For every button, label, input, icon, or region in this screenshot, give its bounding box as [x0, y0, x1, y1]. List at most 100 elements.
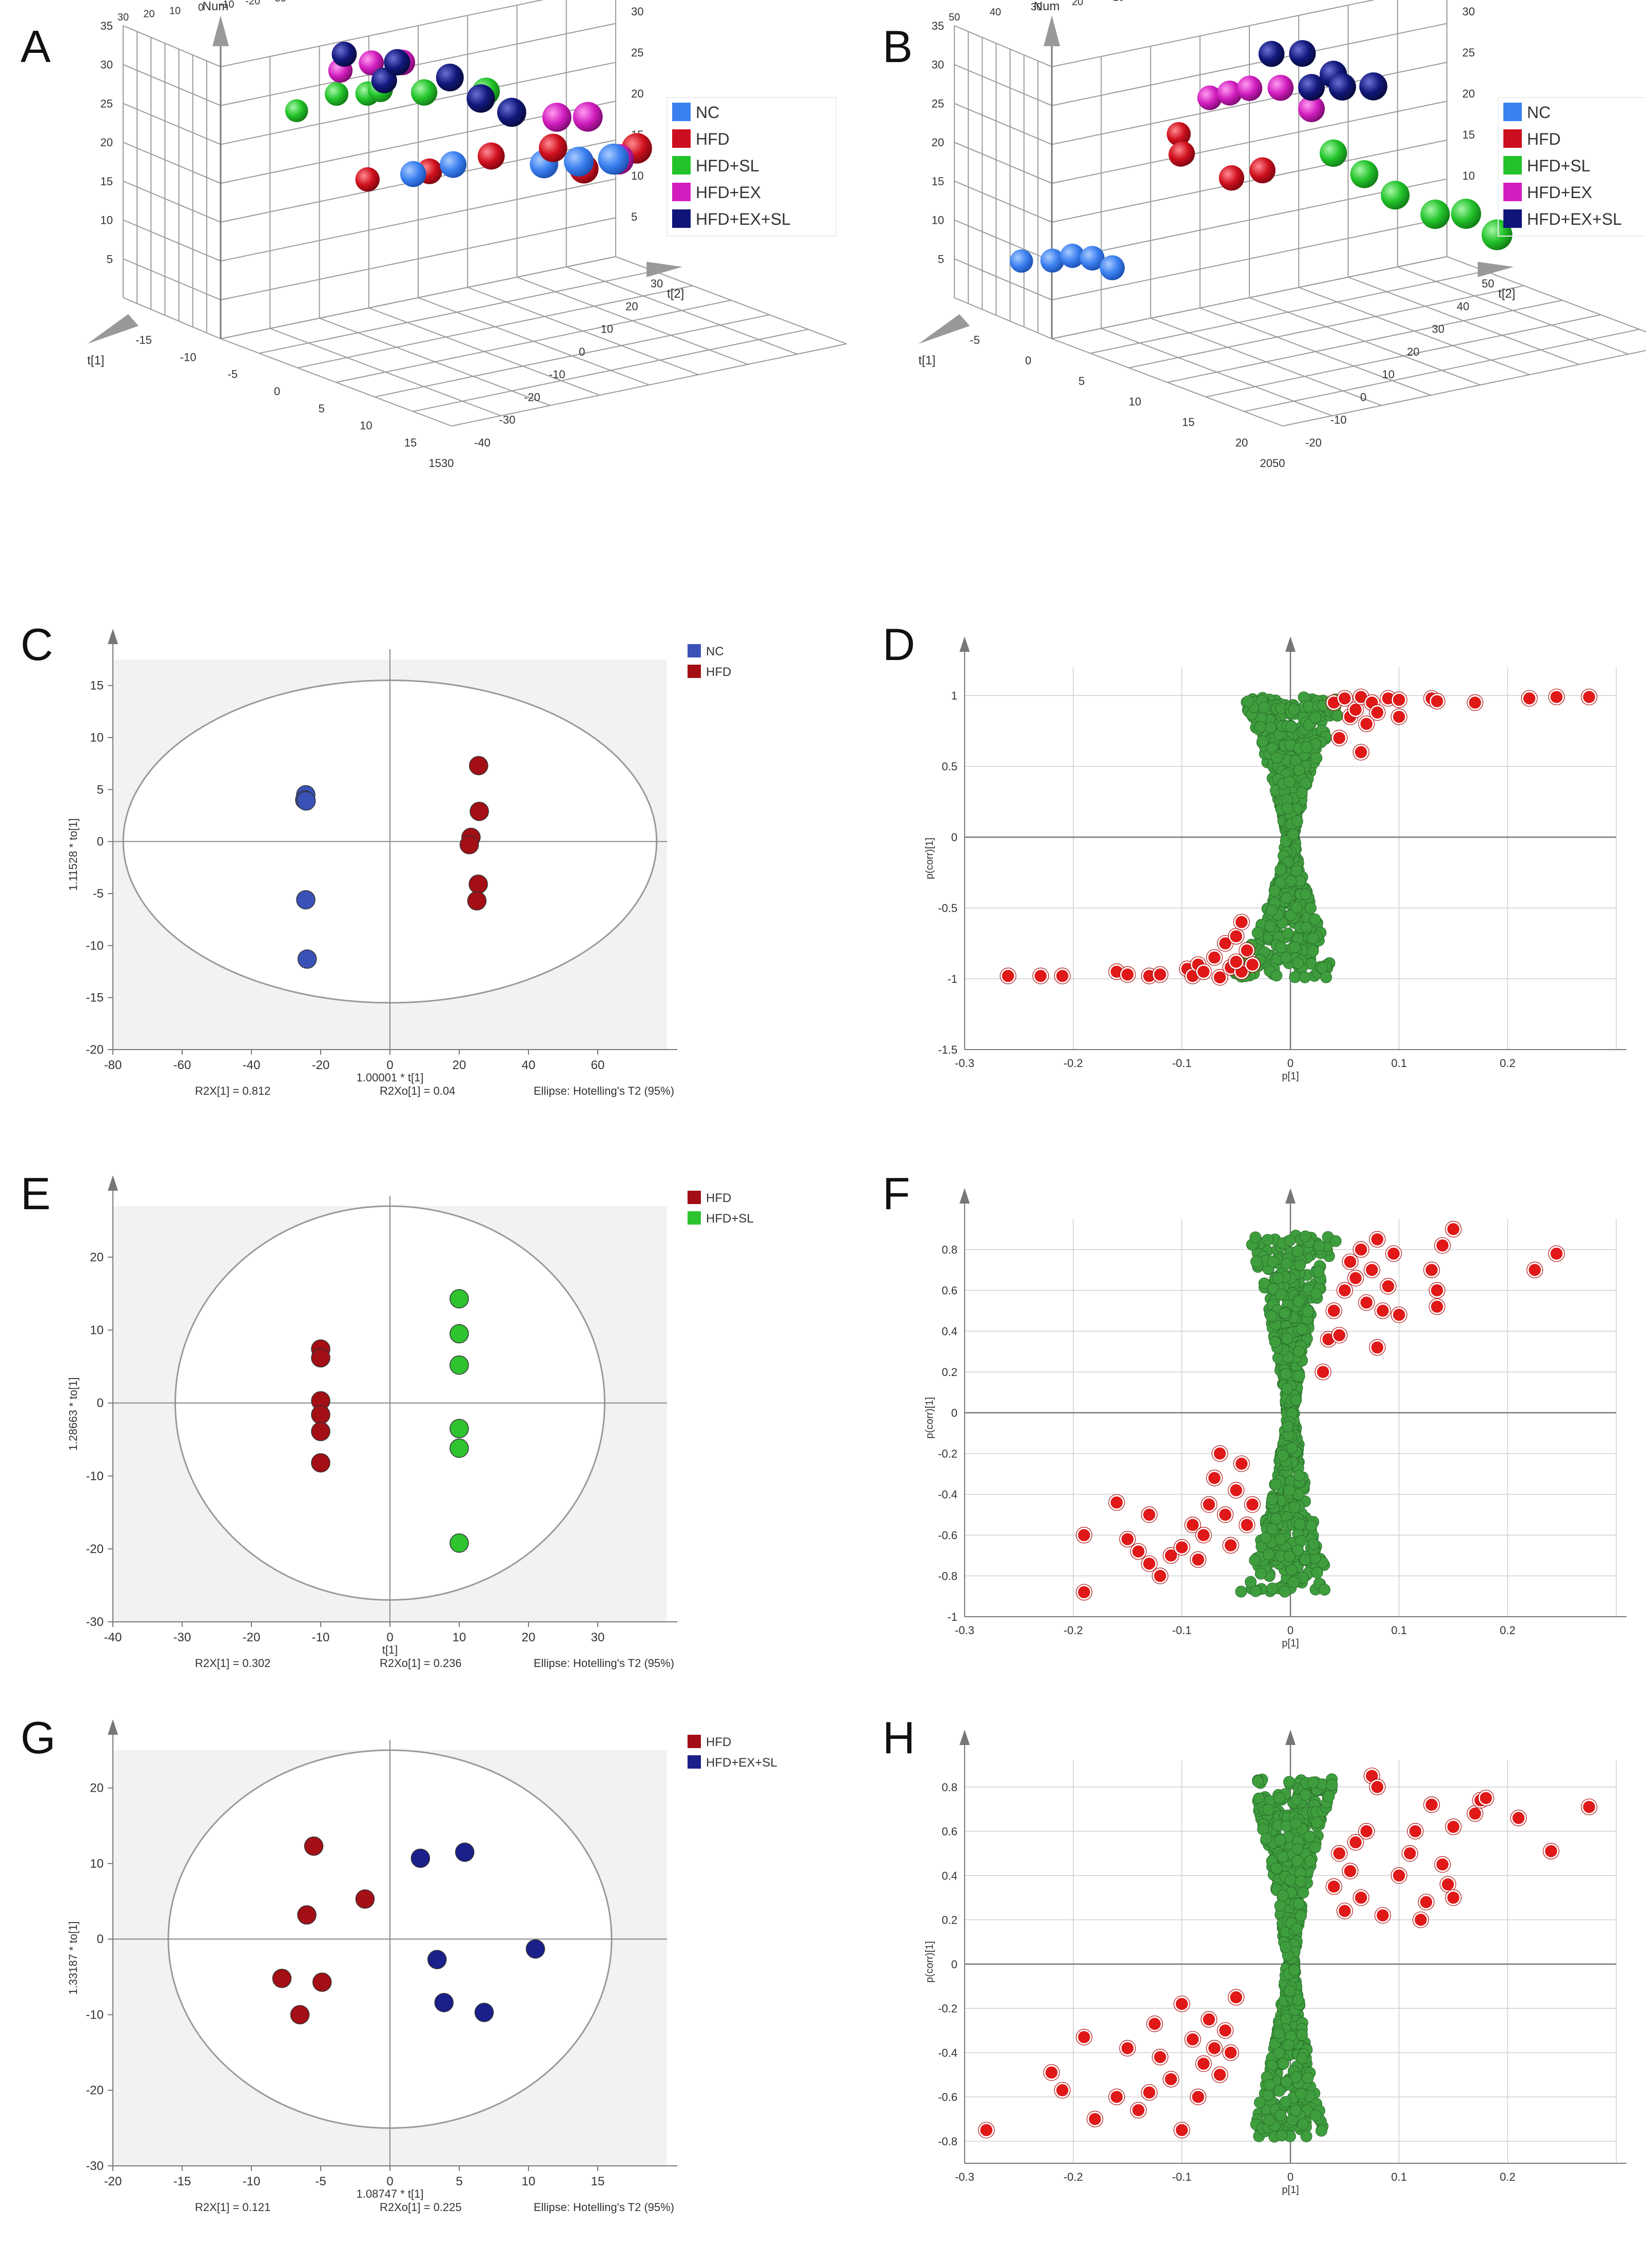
score-3d-point: [1010, 249, 1033, 273]
x-tick-label: -60: [173, 1058, 191, 1072]
r2x-label: R2X[1] = 0.812: [195, 1084, 270, 1097]
x-tick-label: -0.2: [1064, 1624, 1083, 1637]
score-point: [291, 2005, 309, 2024]
splot-point-nonsignificant: [1288, 1965, 1300, 1976]
splot-point-significant: [1153, 2050, 1167, 2064]
splot-point-nonsignificant: [1282, 1383, 1293, 1394]
score-3d-point: [564, 147, 594, 177]
y-axis-arrow: [108, 629, 118, 644]
vertical-tick-label: 15: [932, 175, 944, 188]
splot-point-significant: [1360, 717, 1373, 730]
right-tick-label: 5: [631, 210, 637, 223]
score-point: [450, 1439, 468, 1458]
grid-line: [123, 142, 221, 183]
score-point: [450, 1419, 468, 1438]
splot-point-significant: [1403, 1847, 1417, 1860]
bottom-left-tick-label: -5: [970, 334, 980, 346]
score-point: [450, 1356, 468, 1374]
bottom-right-tick-label: 10: [1382, 368, 1394, 381]
y-tick-label: 0.8: [942, 1781, 957, 1794]
splot-point-significant: [1132, 2103, 1145, 2117]
splot-point-significant: [1447, 1820, 1460, 1833]
splot-point-nonsignificant: [1291, 902, 1302, 913]
bottom-right-tick-label: 20: [625, 300, 638, 313]
figure-canvas: -20-15-10-5051015-80 -60 -40 -20 0 20 40 601.00…: [0, 0, 1646, 2268]
splot-point-nonsignificant: [1252, 1776, 1264, 1787]
right-tick-label: 25: [631, 46, 643, 59]
splot-point-significant: [1077, 1585, 1091, 1599]
right-tick-label: 30: [1462, 5, 1475, 18]
splot-point-nonsignificant: [1295, 1876, 1306, 1887]
x-tick-label: 0.2: [1500, 2170, 1516, 2183]
top-tick-label: -10: [220, 0, 234, 10]
splot-point-nonsignificant: [1320, 972, 1331, 983]
x-tick-label: -0.3: [955, 1624, 974, 1637]
horizontal-axis-arrow: [87, 314, 139, 344]
y-tick-label: -0.2: [938, 2002, 957, 2015]
score-point: [469, 875, 487, 894]
y-tick-label: -1: [947, 1611, 957, 1623]
score-3d-point: [1100, 255, 1125, 280]
legend-swatch: [1503, 156, 1522, 175]
splot-point-nonsignificant: [1330, 1235, 1341, 1247]
y-axis-arrow: [959, 1188, 970, 1204]
splot-point-significant: [1191, 1553, 1205, 1566]
splot-point-nonsignificant: [1326, 1779, 1338, 1790]
splot-point-nonsignificant: [1310, 1288, 1322, 1300]
splot-point-significant: [1056, 970, 1069, 983]
splot-point-significant: [1175, 1541, 1188, 1554]
splot-point-nonsignificant: [1263, 1548, 1275, 1560]
splot-point-nonsignificant: [1276, 2130, 1287, 2141]
splot-point-nonsignificant: [1265, 722, 1276, 733]
bottom-right-tick-label: 40: [1457, 300, 1469, 313]
splot-point-nonsignificant: [1296, 1324, 1307, 1335]
horizontal-axis-label: t[1]: [87, 354, 104, 367]
splot-point-significant: [1431, 1284, 1444, 1297]
y-tick-label: 0.2: [942, 1366, 957, 1379]
top-tick-label: 40: [990, 7, 1001, 18]
splot-point-nonsignificant: [1291, 1923, 1302, 1934]
score-point: [311, 1405, 330, 1424]
y-tick-label: 10: [90, 1857, 104, 1871]
splot-point-significant: [1468, 696, 1482, 709]
score-3d-point: [1451, 199, 1481, 229]
score-point: [311, 1453, 330, 1472]
top-tick-label: 0: [198, 2, 204, 13]
vertical-tick-label: 5: [938, 253, 944, 265]
grid-line: [123, 103, 221, 144]
splot-point-nonsignificant: [1311, 1817, 1322, 1828]
bottom-right-tick-label: -10: [549, 368, 565, 381]
vertical-tick-label: 10: [101, 214, 113, 227]
y-zero-arrow: [1285, 1188, 1296, 1204]
x-tick-label: -0.1: [1172, 1057, 1191, 1070]
legend-swatch: [672, 129, 691, 148]
splot-point-nonsignificant: [1250, 1256, 1262, 1267]
score-point: [298, 950, 317, 968]
splot-point-significant: [1420, 1895, 1433, 1909]
bottom-left-tick-label: 10: [360, 419, 372, 432]
splot-point-significant: [1219, 1508, 1232, 1521]
splot-point-nonsignificant: [1281, 1258, 1292, 1269]
bottom-left-tick-label: 15: [1182, 416, 1194, 429]
splot-point-significant: [1370, 1341, 1384, 1354]
score-3d-point: [466, 84, 495, 112]
x-tick-label: -0.3: [955, 1057, 974, 1070]
r2xo-label: R2Xo[1] = 0.04: [380, 1084, 455, 1097]
splot-point-significant: [1143, 1508, 1156, 1521]
splot-point-nonsignificant: [1310, 712, 1321, 723]
splot-point-significant: [1343, 1865, 1357, 1878]
splot-point-nonsignificant: [1262, 1234, 1273, 1246]
splot-point-nonsignificant: [1284, 1985, 1296, 1996]
bottom-right-tick-label: 20: [1407, 345, 1419, 358]
r2x-label: R2X[1] = 0.121: [195, 2201, 270, 2214]
splot-point-nonsignificant: [1282, 928, 1294, 939]
splot-point-nonsignificant: [1254, 2097, 1265, 2108]
score-point: [450, 1289, 468, 1308]
splot-point-nonsignificant: [1272, 1272, 1284, 1284]
splot-point-significant: [1002, 970, 1015, 983]
splot-point-nonsignificant: [1273, 2028, 1284, 2039]
splot-point-significant: [1355, 746, 1368, 759]
corner-tick-label: 1530: [429, 457, 454, 470]
bottom-left-tick-label: 0: [1025, 354, 1031, 367]
splot-point-significant: [1468, 1807, 1482, 1820]
